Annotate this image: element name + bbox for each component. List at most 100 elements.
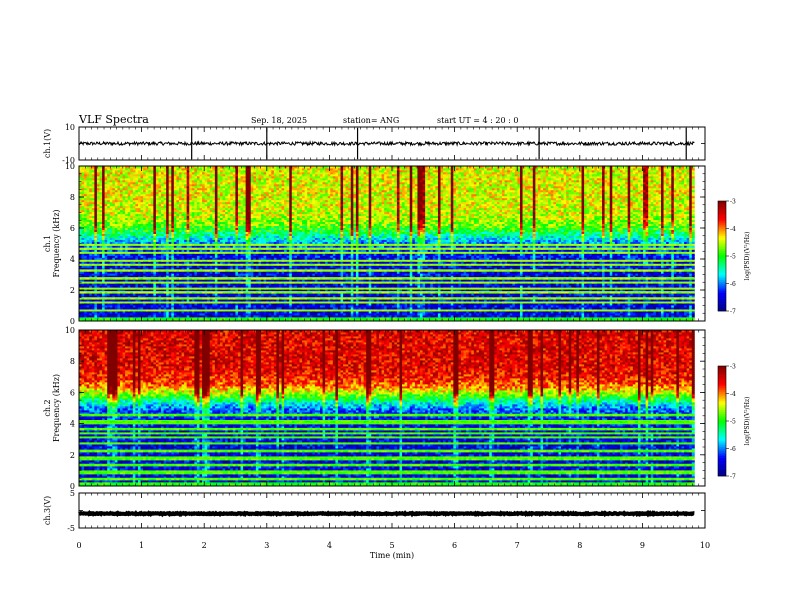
spectrogram-cell <box>132 299 136 302</box>
spectrogram-cell <box>94 185 98 189</box>
spectrogram-cell <box>114 221 118 225</box>
spectrogram-cell <box>122 195 126 199</box>
spectrogram-cell <box>109 175 113 179</box>
spectrogram-cell <box>125 263 129 266</box>
spectrogram-cell <box>102 221 106 225</box>
spectrogram-cell <box>109 189 113 193</box>
spectrogram-cell <box>107 211 111 215</box>
spectrogram-cell <box>145 245 149 248</box>
spectrogram-cell <box>137 303 141 306</box>
spectrogram-cell <box>148 247 152 250</box>
spectrogram-cell <box>135 211 139 215</box>
spectrogram-cell <box>145 291 149 294</box>
spectrogram-cell <box>132 201 136 205</box>
spectrogram-cell <box>94 169 98 173</box>
spectrogram-cell <box>114 183 118 187</box>
spectrogram-cell <box>140 181 144 185</box>
spectrogram-cell <box>102 199 106 203</box>
spectrogram-cell <box>143 233 147 236</box>
spectrogram-cell <box>127 269 131 272</box>
spectrogram-cell <box>120 319 123 322</box>
spectrogram-cell <box>96 223 100 227</box>
spectrogram-cell <box>135 289 139 292</box>
spectrogram-cell <box>137 299 141 302</box>
spectrogram-cell <box>143 299 147 302</box>
spectrogram-cell <box>99 283 103 286</box>
spectrogram-cell <box>143 193 147 197</box>
spectrogram-cell <box>79 245 82 248</box>
spectrogram-cell <box>125 235 129 238</box>
spectrogram-cell <box>91 177 95 181</box>
spectrogram-cell <box>84 167 88 171</box>
spectrogram-cell <box>145 225 149 229</box>
spectrogram-cell <box>99 185 103 189</box>
spectrogram-cell <box>107 225 111 229</box>
spectrogram-cell <box>112 269 116 272</box>
spectrogram-cell <box>135 255 139 258</box>
spectrogram-cell <box>114 277 118 280</box>
spectrogram-cell <box>107 295 111 298</box>
spectrogram-cell <box>125 283 129 286</box>
spectrogram-cell <box>140 223 144 227</box>
spectrogram-cell <box>120 217 123 221</box>
spectrogram-cell <box>130 209 134 213</box>
spectrogram-cell <box>137 315 141 318</box>
spectrogram-cell <box>150 307 154 310</box>
spectrogram-cell <box>102 193 106 197</box>
spectrogram-cell <box>109 307 113 310</box>
spectrogram-cell <box>96 319 100 322</box>
spectrogram-cell <box>127 299 131 302</box>
spectrogram-cell <box>130 175 134 179</box>
spectrogram-cell <box>143 303 147 306</box>
spectrogram-cell <box>130 179 134 183</box>
spectrogram-cell <box>84 263 88 266</box>
spectrogram-cell <box>84 225 88 229</box>
spectrogram-cell <box>117 305 121 308</box>
spectrogram-cell <box>89 215 93 219</box>
spectrogram-cell <box>99 201 103 205</box>
spectrogram-cell <box>122 239 126 242</box>
spectrogram-cell <box>127 221 131 225</box>
spectrogram-cell <box>150 271 154 274</box>
spectrogram-cell <box>140 213 144 217</box>
spectrogram-cell <box>109 211 113 215</box>
spectrogram-cell <box>99 295 103 298</box>
spectrogram-cell <box>117 261 121 264</box>
spectrogram-cell <box>79 279 82 282</box>
spectrogram-cell <box>120 177 123 181</box>
spectrogram-cell <box>143 179 147 183</box>
spectrogram-cell <box>84 267 88 270</box>
spectrogram-cell <box>109 173 113 177</box>
spectrogram-cell <box>117 189 121 193</box>
spectrogram-cell <box>91 185 95 189</box>
spectrogram-cell <box>117 313 121 316</box>
spectrogram-cell <box>86 277 90 280</box>
spectrogram-cell <box>140 305 144 308</box>
spectrogram-cell <box>104 221 108 225</box>
spectrogram-cell <box>130 241 134 244</box>
spectrogram-cell <box>84 201 88 205</box>
spectrogram-cell <box>102 319 106 322</box>
spectrogram-cell <box>109 167 113 171</box>
spectrogram-cell <box>117 223 121 227</box>
spectrogram-cell <box>148 171 152 175</box>
spectrogram-cell <box>143 191 147 195</box>
spectrogram-cell <box>130 199 134 203</box>
spectrogram-cell <box>135 233 139 236</box>
spectrogram-cell <box>104 261 108 264</box>
spectrogram-cell <box>120 277 123 280</box>
spectrogram-cell <box>79 235 82 238</box>
spectrogram-cell <box>145 303 149 306</box>
spectrogram-cell <box>143 291 147 294</box>
spectrogram-cell <box>114 173 118 177</box>
spectrogram-cell <box>145 297 149 300</box>
spectrogram-cell <box>114 213 118 217</box>
spectrogram-cell <box>125 249 129 252</box>
spectrogram-cell <box>122 227 126 230</box>
spectrogram-cell <box>107 311 111 314</box>
spectrogram-cell <box>102 283 106 286</box>
spectrogram-cell <box>91 225 95 229</box>
spectrogram-cell <box>135 307 139 310</box>
date-label: Sep. 18, 2025 <box>251 116 307 125</box>
spectrogram-cell <box>150 201 154 205</box>
